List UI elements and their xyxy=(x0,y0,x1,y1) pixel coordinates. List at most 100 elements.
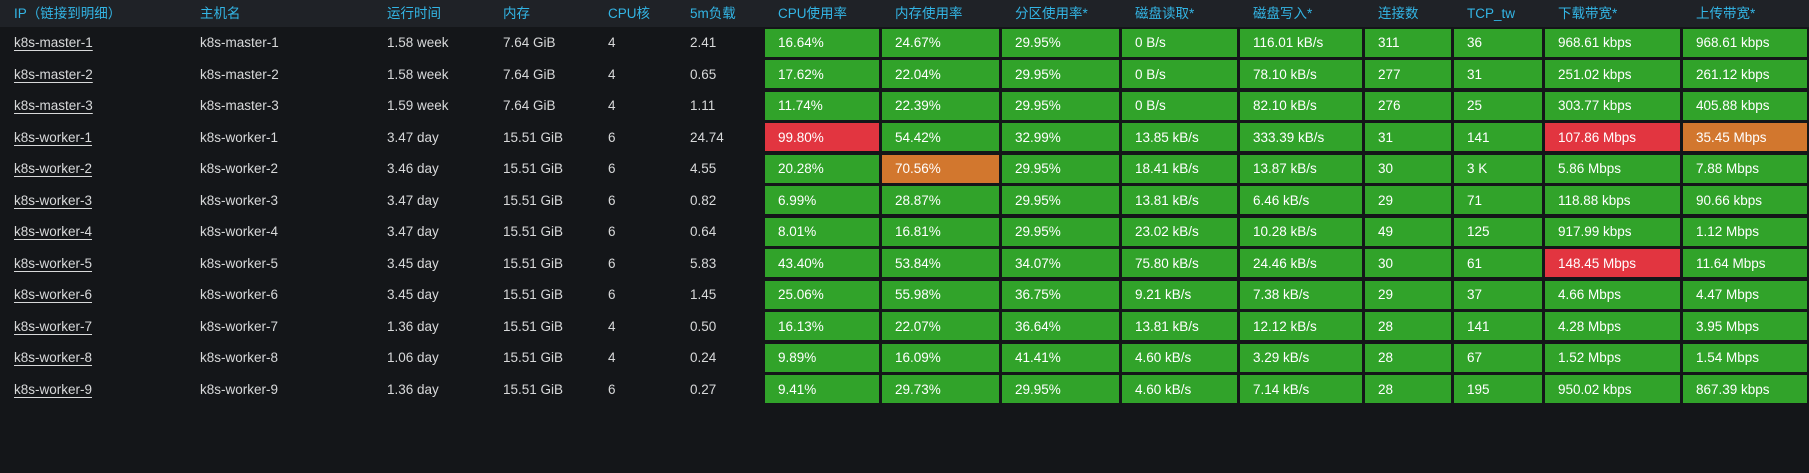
cell-part: 36.75% xyxy=(1002,280,1119,309)
cell-mem-wrap: 28.87% xyxy=(881,185,1001,217)
ip-link[interactable]: k8s-master-1 xyxy=(14,35,93,51)
cell-conns-wrap: 49 xyxy=(1364,216,1453,248)
cell-disk_write: 116.01 kB/s xyxy=(1240,28,1362,57)
cell-down_bw-wrap: 968.61 kbps xyxy=(1544,27,1682,59)
cell-down_bw: 118.88 kbps xyxy=(1545,186,1680,215)
cell-up_bw: 4.47 Mbps xyxy=(1683,280,1807,309)
cell-disk_write: 82.10 kB/s xyxy=(1240,91,1362,120)
column-header-part[interactable]: 分区使用率* xyxy=(1015,6,1088,21)
cell-part-wrap: 29.95% xyxy=(1001,185,1121,217)
cell-down_bw-wrap: 148.45 Mbps xyxy=(1544,248,1682,280)
cell-ip: k8s-master-1 xyxy=(0,27,186,59)
cell-disk_read: 0 B/s xyxy=(1122,60,1237,89)
cell-tcp_tw: 195 xyxy=(1454,375,1542,404)
cell-down_bw: 950.02 kbps xyxy=(1545,375,1680,404)
cell-conns: 31 xyxy=(1365,123,1451,152)
cell-hostname: k8s-worker-8 xyxy=(200,350,279,366)
ip-link[interactable]: k8s-worker-2 xyxy=(14,161,93,177)
column-header-ip[interactable]: IP（链接到明细） xyxy=(14,6,122,21)
ip-link[interactable]: k8s-worker-5 xyxy=(14,255,93,271)
cell-part: 29.95% xyxy=(1002,186,1119,215)
cell-up_bw: 7.88 Mbps xyxy=(1683,154,1807,183)
cell-tcp_tw-wrap: 3 K xyxy=(1453,153,1544,185)
column-header-mem[interactable]: 内存使用率 xyxy=(895,6,963,21)
cell-disk_write-wrap: 6.46 kB/s xyxy=(1239,185,1364,217)
cell-disk_write-wrap: 82.10 kB/s xyxy=(1239,90,1364,122)
cell-mem-wrap: 29.73% xyxy=(881,374,1001,406)
column-header-hostname[interactable]: 主机名 xyxy=(200,6,241,21)
ip-link[interactable]: k8s-worker-7 xyxy=(14,318,93,334)
cell-tcp_tw-wrap: 141 xyxy=(1453,122,1544,154)
cell-load5m: 0.50 xyxy=(690,318,717,334)
column-header-disk_read[interactable]: 磁盘读取* xyxy=(1135,6,1195,21)
column-header-cores[interactable]: CPU核 xyxy=(608,6,651,21)
ip-link[interactable]: k8s-worker-3 xyxy=(14,192,93,208)
cell-disk_read-wrap: 23.02 kB/s xyxy=(1121,216,1239,248)
cell-disk_write: 12.12 kB/s xyxy=(1240,312,1362,341)
cell-down_bw: 107.86 Mbps xyxy=(1545,123,1680,152)
cell-disk_read-wrap: 13.81 kB/s xyxy=(1121,185,1239,217)
cell-load5m: 0.64 xyxy=(690,224,717,240)
cell-cpu-wrap: 9.89% xyxy=(764,342,881,374)
column-header-down_bw[interactable]: 下载带宽* xyxy=(1558,6,1618,21)
cell-memory: 15.51 GiB xyxy=(503,224,564,240)
cell-up_bw-wrap: 3.95 Mbps xyxy=(1682,311,1809,343)
column-header-memory[interactable]: 内存 xyxy=(503,6,530,21)
cell-cores: 6 xyxy=(608,381,616,397)
table-row: k8s-worker-2 k8s-worker-2 3.46 day 15.51 Gi… xyxy=(0,153,1809,185)
cell-disk_write: 3.29 kB/s xyxy=(1240,343,1362,372)
ip-link[interactable]: k8s-master-2 xyxy=(14,66,93,82)
cell-disk_read-wrap: 75.80 kB/s xyxy=(1121,248,1239,280)
column-header-cpu[interactable]: CPU使用率 xyxy=(778,6,848,21)
column-header-tcp_tw[interactable]: TCP_tw xyxy=(1467,6,1516,21)
cell-mem-wrap: 55.98% xyxy=(881,279,1001,311)
cell-conns: 30 xyxy=(1365,154,1451,183)
cell-disk_read: 0 B/s xyxy=(1122,28,1237,57)
column-header-uptime[interactable]: 运行时间 xyxy=(387,6,441,21)
cell-tcp_tw-wrap: 67 xyxy=(1453,342,1544,374)
ip-link[interactable]: k8s-worker-4 xyxy=(14,224,93,240)
cell-tcp_tw: 125 xyxy=(1454,217,1542,246)
cell-part: 29.95% xyxy=(1002,217,1119,246)
table-body: k8s-master-1 k8s-master-1 1.58 week 7.64 Gi… xyxy=(0,27,1809,405)
cell-up_bw-wrap: 90.66 kbps xyxy=(1682,185,1809,217)
ip-link[interactable]: k8s-worker-1 xyxy=(14,129,93,145)
cell-part: 29.95% xyxy=(1002,28,1119,57)
cell-conns-wrap: 311 xyxy=(1364,27,1453,59)
cell-mem: 22.07% xyxy=(882,312,999,341)
cell-ip: k8s-worker-1 xyxy=(0,122,186,154)
table-row: k8s-worker-7 k8s-worker-7 1.36 day 15.51 Gi… xyxy=(0,311,1809,343)
column-header-conns[interactable]: 连接数 xyxy=(1378,6,1419,21)
cell-ip: k8s-master-3 xyxy=(0,90,186,122)
cell-part-wrap: 29.95% xyxy=(1001,216,1121,248)
column-header-up_bw[interactable]: 上传带宽* xyxy=(1696,6,1756,21)
cell-load5m: 0.27 xyxy=(690,381,717,397)
cell-memory: 15.51 GiB xyxy=(503,161,564,177)
ip-link[interactable]: k8s-worker-6 xyxy=(14,287,93,303)
cell-part-wrap: 36.75% xyxy=(1001,279,1121,311)
cell-hostname: k8s-worker-5 xyxy=(200,255,279,271)
cell-down_bw-wrap: 107.86 Mbps xyxy=(1544,122,1682,154)
cell-disk_write-wrap: 10.28 kB/s xyxy=(1239,216,1364,248)
table-row: k8s-worker-9 k8s-worker-9 1.36 day 15.51 Gi… xyxy=(0,374,1809,406)
ip-link[interactable]: k8s-master-3 xyxy=(14,98,93,114)
cell-hostname: k8s-worker-6 xyxy=(200,287,279,303)
cell-cpu-wrap: 20.28% xyxy=(764,153,881,185)
cell-disk_write-wrap: 7.14 kB/s xyxy=(1239,374,1364,406)
cell-disk_write: 6.46 kB/s xyxy=(1240,186,1362,215)
cell-ip: k8s-master-2 xyxy=(0,59,186,91)
cell-down_bw-wrap: 917.99 kbps xyxy=(1544,216,1682,248)
cell-memory: 15.51 GiB xyxy=(503,318,564,334)
cell-up_bw: 11.64 Mbps xyxy=(1683,249,1807,278)
cell-load5m: 0.65 xyxy=(690,66,717,82)
column-header-load5m[interactable]: 5m负载 xyxy=(690,6,736,21)
cell-disk_read: 4.60 kB/s xyxy=(1122,375,1237,404)
column-header-disk_write[interactable]: 磁盘写入* xyxy=(1253,6,1313,21)
cell-ip: k8s-worker-2 xyxy=(0,153,186,185)
cell-tcp_tw: 61 xyxy=(1454,249,1542,278)
ip-link[interactable]: k8s-worker-8 xyxy=(14,350,93,366)
ip-link[interactable]: k8s-worker-9 xyxy=(14,381,93,397)
cell-conns-wrap: 276 xyxy=(1364,90,1453,122)
cell-up_bw-wrap: 1.12 Mbps xyxy=(1682,216,1809,248)
table-row: k8s-worker-8 k8s-worker-8 1.06 day 15.51 Gi… xyxy=(0,342,1809,374)
